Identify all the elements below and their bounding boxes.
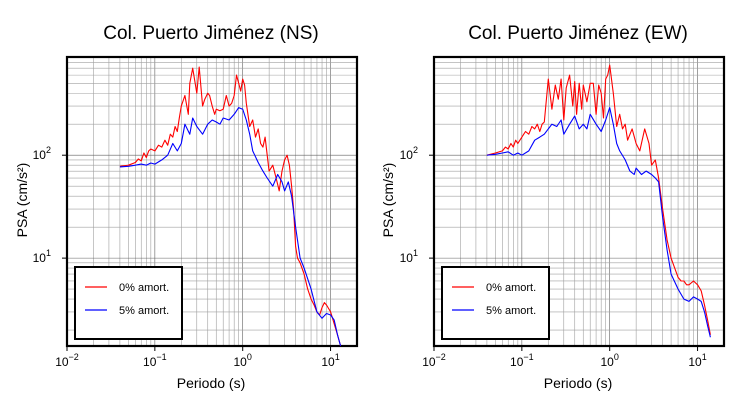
x-tick-label: 10−1 [143,352,167,369]
series-lines [119,66,342,347]
x-axis-label: Periodo (s) [544,375,612,391]
x-tick-label: 101 [321,352,339,369]
legend: 0% amort. 5% amort. [74,266,183,340]
x-tick-label: 100 [234,352,252,369]
y-tick-label: 102 [400,145,418,162]
y-tick-label: 102 [33,145,51,162]
chart-title: Col. Puerto Jiménez (EW) [468,23,688,44]
plot-frame [65,55,359,348]
chart-ew: Col. Puerto Jiménez (EW) 10−2 10−1 100 101 … [380,23,726,391]
series-line [486,64,711,335]
x-tick-label: 10−2 [422,352,446,369]
y-axis-label: PSA (cm/s²) [380,163,396,238]
x-tick-label: 100 [601,352,619,369]
x-axis-label: Periodo (s) [177,375,245,391]
x-tick-labels: 10−2 10−1 100 101 [55,346,340,369]
y-tick-label: 101 [33,248,51,265]
series-line [119,66,342,347]
legend-box [441,266,550,340]
legend: 0% amort. 5% amort. [441,266,550,340]
x-tick-label: 10−2 [55,352,79,369]
legend-label: 0% amort. [119,282,169,294]
chart-title: Col. Puerto Jiménez (NS) [103,23,318,44]
x-tick-labels: 10−2 10−1 100 101 [422,346,707,369]
axes-frame [432,55,726,348]
series-lines [486,64,711,338]
legend-label: 5% amort. [119,305,169,317]
legend-box [74,266,183,340]
axes-frame [65,55,359,348]
series-line [486,107,711,338]
x-tick-label: 101 [688,352,706,369]
grid [66,56,358,346]
y-tick-labels: 101 102 [33,145,67,265]
y-tick-labels: 101 102 [400,145,434,265]
plot-frame [432,55,726,348]
legend-label: 5% amort. [486,305,536,317]
x-tick-label: 10−1 [510,352,534,369]
y-tick-label: 101 [400,248,418,265]
legend-label: 0% amort. [486,282,536,294]
chart-ns: Col. Puerto Jiménez (NS) 10−2 10−1 100 101 … [14,23,359,391]
y-axis-label: PSA (cm/s²) [14,163,30,238]
series-line [119,107,342,347]
